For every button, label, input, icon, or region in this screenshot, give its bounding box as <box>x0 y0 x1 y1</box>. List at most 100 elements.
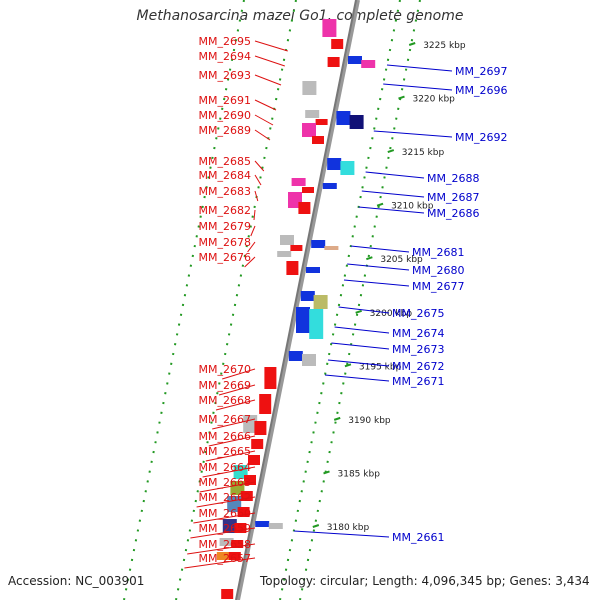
right-leader-line-2 <box>373 130 453 138</box>
left-leader-line-7 <box>254 174 262 186</box>
gene-block-reverse-9 <box>306 267 320 273</box>
right-gene-label-11: MM_2673 <box>392 343 444 356</box>
left-leader-line-0 <box>254 40 288 52</box>
gene-block-forward-12 <box>280 235 294 245</box>
left-gene-label-13: MM_2670 <box>199 363 251 376</box>
topology-summary: Topology: circular; Length: 4,096,345 bp… <box>260 574 590 588</box>
tick-label-9: 3180 kbp <box>327 523 370 533</box>
tick-mark-0 <box>408 42 416 46</box>
left-gene-label-25: MM_2657 <box>199 552 251 565</box>
left-leader-line-5 <box>254 129 271 141</box>
tick-label-3: 3210 kbp <box>391 202 434 212</box>
gene-block-forward-19 <box>254 421 267 435</box>
gene-block-forward-20 <box>251 439 264 449</box>
right-gene-label-8: MM_2677 <box>412 280 464 293</box>
gene-block-forward-14 <box>277 251 292 257</box>
left-gene-label-20: MM_2663 <box>199 476 251 489</box>
tick-label-7: 3190 kbp <box>348 416 391 426</box>
right-gene-label-6: MM_2681 <box>412 246 464 259</box>
tick-mark-2 <box>387 149 395 154</box>
right-leader-line-6 <box>350 245 410 253</box>
left-leader-line-19 <box>202 466 256 478</box>
gene-block-forward-27 <box>237 507 250 517</box>
tick-mark-8 <box>323 470 330 475</box>
left-leader-line-18 <box>205 450 256 462</box>
genome-axis <box>235 0 357 600</box>
left-leader-line-11 <box>247 241 256 253</box>
left-leader-line-16 <box>212 418 256 430</box>
left-gene-label-16: MM_2667 <box>199 413 251 426</box>
left-gene-label-8: MM_2683 <box>199 185 251 198</box>
right-gene-label-10: MM_2674 <box>392 327 444 340</box>
left-gene-label-7: MM_2684 <box>199 169 251 182</box>
gene-block-forward-30 <box>219 538 234 546</box>
gene-block-forward-1 <box>331 39 344 49</box>
right-gene-label-0: MM_2697 <box>455 65 507 78</box>
gene-block-reverse-10 <box>300 291 315 301</box>
left-leader-line-23 <box>190 527 256 539</box>
left-gene-label-9: MM_2682 <box>199 204 251 217</box>
right-leader-line-7 <box>347 263 410 271</box>
right-leader-line-1 <box>383 83 453 91</box>
gene-block-reverse-0 <box>348 56 362 64</box>
tick-mark-4 <box>366 256 373 261</box>
left-leader-line-2 <box>254 74 282 86</box>
gene-block-forward-13 <box>290 245 303 251</box>
left-leader-line-24 <box>187 543 256 555</box>
left-leader-line-8 <box>254 190 259 202</box>
tick-label-4: 3205 kbp <box>380 255 423 265</box>
left-gene-label-14: MM_2669 <box>199 379 251 392</box>
gene-block-forward-6 <box>302 123 316 137</box>
right-leader-line-14 <box>293 530 390 538</box>
left-leader-line-15 <box>215 399 256 411</box>
gene-block-forward-7 <box>312 136 324 144</box>
gene-block-forward-31 <box>231 540 244 548</box>
left-gene-label-23: MM_2659 <box>199 522 251 535</box>
scale-track-1 <box>175 0 297 600</box>
left-leader-line-3 <box>254 99 277 111</box>
left-gene-label-19: MM_2664 <box>199 461 251 474</box>
tick-label-2: 3215 kbp <box>402 148 445 158</box>
left-leader-line-1 <box>254 55 285 67</box>
left-leader-line-9 <box>253 209 256 221</box>
genome-axis-shadow <box>236 0 360 600</box>
left-leader-line-25 <box>184 557 256 569</box>
left-gene-label-1: MM_2694 <box>199 50 251 63</box>
left-gene-label-21: MM_2662 <box>199 491 251 504</box>
left-leader-line-6 <box>254 160 265 172</box>
right-gene-label-7: MM_2680 <box>412 264 464 277</box>
right-gene-label-12: MM_2672 <box>392 360 444 373</box>
gene-block-forward-16 <box>264 367 277 389</box>
left-leader-line-20 <box>199 481 256 493</box>
left-gene-label-0: MM_2695 <box>199 35 251 48</box>
left-leader-line-17 <box>208 435 256 447</box>
gene-block-forward-2 <box>327 57 340 67</box>
right-leader-line-11 <box>331 342 390 350</box>
gene-block-forward-17 <box>259 394 272 414</box>
right-leader-line-0 <box>386 64 453 72</box>
right-leader-line-8 <box>343 279 410 287</box>
right-leader-line-12 <box>327 359 390 367</box>
gene-block-reverse-5 <box>340 161 355 175</box>
left-gene-label-2: MM_2693 <box>199 69 251 82</box>
gene-block-forward-5 <box>315 119 328 125</box>
left-gene-label-11: MM_2678 <box>199 236 251 249</box>
gene-block-reverse-14 <box>288 351 303 361</box>
gene-block-reverse-12 <box>296 307 310 333</box>
gene-block-reverse-15 <box>302 354 316 366</box>
gene-block-reverse-16 <box>255 521 270 527</box>
gene-block-forward-9 <box>302 187 314 193</box>
gene-block-forward-21 <box>248 455 260 465</box>
left-leader-line-13 <box>222 368 256 380</box>
tick-label-5: 3200 kbp <box>370 309 413 319</box>
right-leader-line-4 <box>361 190 425 198</box>
gene-block-reverse-13 <box>309 309 324 339</box>
gene-block-forward-28 <box>222 519 237 533</box>
gene-block-forward-3 <box>302 81 317 95</box>
right-gene-label-3: MM_2688 <box>427 172 479 185</box>
tick-mark-3 <box>376 202 384 207</box>
left-leader-line-21 <box>196 496 256 508</box>
left-gene-label-10: MM_2679 <box>199 220 251 233</box>
gene-block-forward-0 <box>322 19 337 37</box>
left-leader-line-4 <box>254 114 274 126</box>
